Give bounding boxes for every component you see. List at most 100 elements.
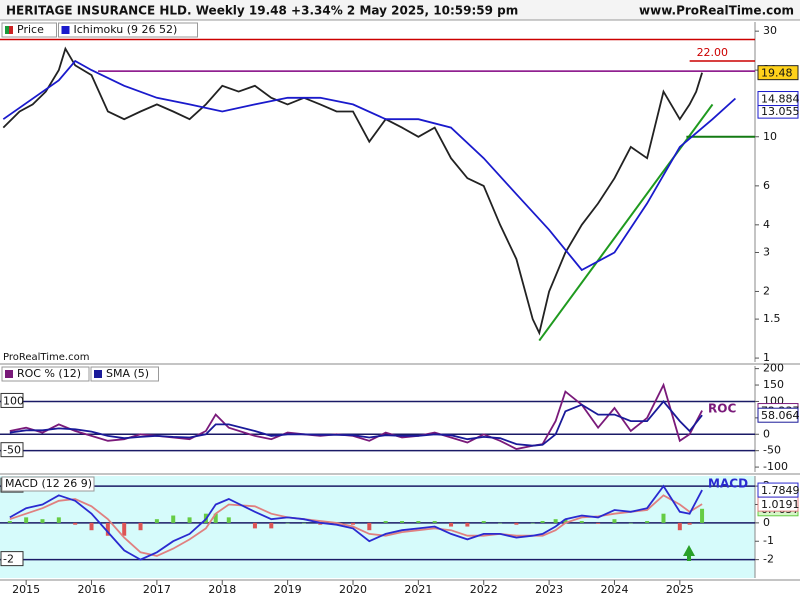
histogram-bar bbox=[700, 508, 705, 523]
legend-title: MACD (12 26 9) bbox=[5, 477, 92, 490]
last-value-label: 1.7849 bbox=[757, 482, 800, 498]
last-value-label: 14.884 bbox=[757, 91, 800, 107]
y-tick-label: -2 bbox=[763, 553, 774, 566]
histogram-bar bbox=[563, 519, 568, 523]
histogram-bar bbox=[73, 522, 78, 525]
x-tick-label: 2023 bbox=[535, 583, 563, 596]
last-value-label-box bbox=[757, 91, 799, 107]
histogram-bar bbox=[553, 519, 558, 523]
histogram-bar bbox=[269, 522, 274, 529]
histogram-bar bbox=[530, 522, 535, 524]
y-tick-label: 30 bbox=[763, 24, 777, 37]
x-tick-label: 2025 bbox=[666, 583, 694, 596]
panel-background bbox=[0, 366, 755, 472]
histogram-bar bbox=[213, 513, 218, 523]
y-tick-label: -1 bbox=[763, 534, 774, 547]
histogram-bar bbox=[171, 515, 176, 523]
legend-label: ROC % (12) bbox=[17, 367, 81, 380]
y-tick-label: 2 bbox=[763, 284, 770, 297]
last-value-label-text: 1.0191 bbox=[761, 498, 800, 511]
histogram-bar bbox=[56, 517, 61, 523]
plot-area: 11.5234610203022.0013.05519.4814.884Pric… bbox=[0, 22, 800, 596]
legend-box bbox=[58, 22, 198, 38]
header-title: HERITAGE INSURANCE HLD. Weekly 19.48 +3.… bbox=[6, 4, 518, 18]
x-tick-label: 2015 bbox=[12, 583, 40, 596]
annotation: ROC bbox=[708, 402, 736, 416]
legend-box bbox=[90, 366, 159, 382]
histogram-bar bbox=[596, 522, 601, 524]
level-label-box bbox=[0, 551, 24, 567]
legend-swatch bbox=[5, 370, 13, 378]
histogram-bar bbox=[465, 522, 470, 527]
last-value-label: 58.064 bbox=[757, 407, 800, 423]
histogram-bar bbox=[122, 522, 127, 536]
histogram-bar bbox=[350, 522, 355, 525]
histogram-bar bbox=[383, 521, 388, 523]
histogram-bar bbox=[7, 521, 12, 523]
header-bar bbox=[0, 0, 800, 20]
y-tick-label: 10 bbox=[763, 130, 777, 143]
legend-box bbox=[1, 366, 90, 382]
last-value-label-box bbox=[757, 482, 799, 498]
histogram-bar bbox=[540, 521, 545, 523]
header-site: www.ProRealTime.com bbox=[639, 4, 794, 18]
arrow-icon bbox=[683, 545, 695, 561]
series-line bbox=[2, 46, 703, 336]
histogram-bar bbox=[138, 522, 143, 531]
series-line bbox=[2, 59, 737, 272]
level-axis-label-text: 13.055 bbox=[761, 105, 800, 118]
last-value-label-text: 19.48 bbox=[761, 67, 793, 80]
histogram-bar bbox=[24, 517, 29, 523]
legend-swatch bbox=[61, 26, 70, 34]
histogram-bar bbox=[285, 522, 290, 524]
histogram-bar bbox=[687, 522, 692, 525]
x-tick-label: 2019 bbox=[274, 583, 302, 596]
legend-label: Ichimoku (9 26 52) bbox=[74, 23, 178, 36]
x-tick-label: 2016 bbox=[78, 583, 106, 596]
x-tick-label: 2024 bbox=[600, 583, 628, 596]
last-value-label-text: 58.064 bbox=[761, 409, 800, 422]
y-tick-label: 200 bbox=[763, 362, 784, 375]
histogram-bar bbox=[301, 522, 306, 524]
y-tick-label: 1.5 bbox=[763, 312, 781, 325]
panel-background bbox=[0, 476, 755, 578]
histogram-bar bbox=[498, 522, 503, 524]
x-tick-label: 2021 bbox=[404, 583, 432, 596]
y-tick-label: -50 bbox=[763, 444, 781, 457]
last-value-label: 1.0191 bbox=[757, 496, 800, 512]
histogram-bar bbox=[432, 521, 437, 523]
legend-swatch bbox=[5, 26, 9, 34]
y-tick-label: 6 bbox=[763, 179, 770, 192]
legend-swatch bbox=[94, 370, 102, 378]
level-label: 22.00 bbox=[697, 46, 729, 59]
histogram-bar bbox=[416, 521, 421, 523]
histogram-bar bbox=[252, 522, 257, 529]
watermark: ProRealTime.com bbox=[3, 352, 89, 363]
histogram-bar bbox=[105, 522, 110, 536]
level-label: -50 bbox=[3, 444, 21, 457]
last-value-label-text: 14.884 bbox=[761, 93, 800, 106]
legend-box bbox=[1, 476, 95, 492]
series-line bbox=[9, 399, 703, 447]
last-value-label-box bbox=[757, 65, 799, 81]
histogram-bar bbox=[579, 521, 584, 523]
y-tick-label: 150 bbox=[763, 378, 784, 391]
legend-label: Price bbox=[17, 23, 44, 36]
histogram-bar bbox=[89, 522, 94, 531]
x-tick-label: 2020 bbox=[339, 583, 367, 596]
level-label: -2 bbox=[3, 553, 14, 566]
y-tick-label: 4 bbox=[763, 218, 770, 231]
annotation: MACD bbox=[708, 477, 748, 491]
histogram-bar bbox=[628, 522, 633, 524]
y-tick-label: 1 bbox=[763, 351, 770, 364]
histogram-bar bbox=[514, 522, 519, 525]
last-value-label-box bbox=[757, 407, 799, 423]
histogram-bar bbox=[677, 522, 682, 531]
histogram-bar bbox=[449, 522, 454, 527]
y-tick-label: 0 bbox=[763, 516, 770, 529]
level-axis-label: 13.055 bbox=[757, 103, 800, 119]
last-value-label: 19.48 bbox=[757, 65, 799, 81]
histogram-bar bbox=[154, 519, 159, 523]
histogram-bar bbox=[661, 513, 666, 523]
